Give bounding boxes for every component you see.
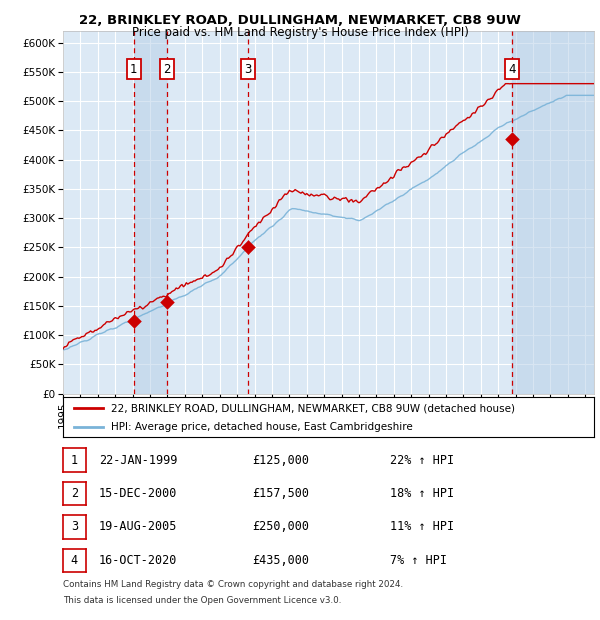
- Text: 15-DEC-2000: 15-DEC-2000: [99, 487, 178, 500]
- Text: 22-JAN-1999: 22-JAN-1999: [99, 454, 178, 466]
- Text: 22% ↑ HPI: 22% ↑ HPI: [390, 454, 454, 466]
- Text: 16-OCT-2020: 16-OCT-2020: [99, 554, 178, 567]
- Text: £435,000: £435,000: [252, 554, 309, 567]
- Text: 4: 4: [71, 554, 78, 567]
- Text: 22, BRINKLEY ROAD, DULLINGHAM, NEWMARKET, CB8 9UW: 22, BRINKLEY ROAD, DULLINGHAM, NEWMARKET…: [79, 14, 521, 27]
- Text: £250,000: £250,000: [252, 521, 309, 533]
- Text: 18% ↑ HPI: 18% ↑ HPI: [390, 487, 454, 500]
- Text: 22, BRINKLEY ROAD, DULLINGHAM, NEWMARKET, CB8 9UW (detached house): 22, BRINKLEY ROAD, DULLINGHAM, NEWMARKET…: [111, 403, 515, 413]
- Text: 7% ↑ HPI: 7% ↑ HPI: [390, 554, 447, 567]
- Text: £125,000: £125,000: [252, 454, 309, 466]
- Point: [507, 135, 517, 144]
- Text: HPI: Average price, detached house, East Cambridgeshire: HPI: Average price, detached house, East…: [111, 422, 413, 432]
- Text: 3: 3: [71, 521, 78, 533]
- Text: 2: 2: [71, 487, 78, 500]
- Text: £157,500: £157,500: [252, 487, 309, 500]
- Text: 19-AUG-2005: 19-AUG-2005: [99, 521, 178, 533]
- Text: 11% ↑ HPI: 11% ↑ HPI: [390, 521, 454, 533]
- Text: 2: 2: [163, 63, 170, 76]
- Text: Price paid vs. HM Land Registry's House Price Index (HPI): Price paid vs. HM Land Registry's House …: [131, 26, 469, 39]
- Text: Contains HM Land Registry data © Crown copyright and database right 2024.: Contains HM Land Registry data © Crown c…: [63, 580, 403, 590]
- Bar: [512, 31, 594, 394]
- Text: 1: 1: [130, 63, 137, 76]
- Text: 4: 4: [508, 63, 516, 76]
- Bar: [134, 31, 167, 394]
- Point: [243, 242, 253, 252]
- Point: [129, 316, 139, 326]
- Text: 1: 1: [71, 454, 78, 466]
- Text: This data is licensed under the Open Government Licence v3.0.: This data is licensed under the Open Gov…: [63, 596, 341, 605]
- Point: [162, 296, 172, 306]
- Text: 3: 3: [244, 63, 252, 76]
